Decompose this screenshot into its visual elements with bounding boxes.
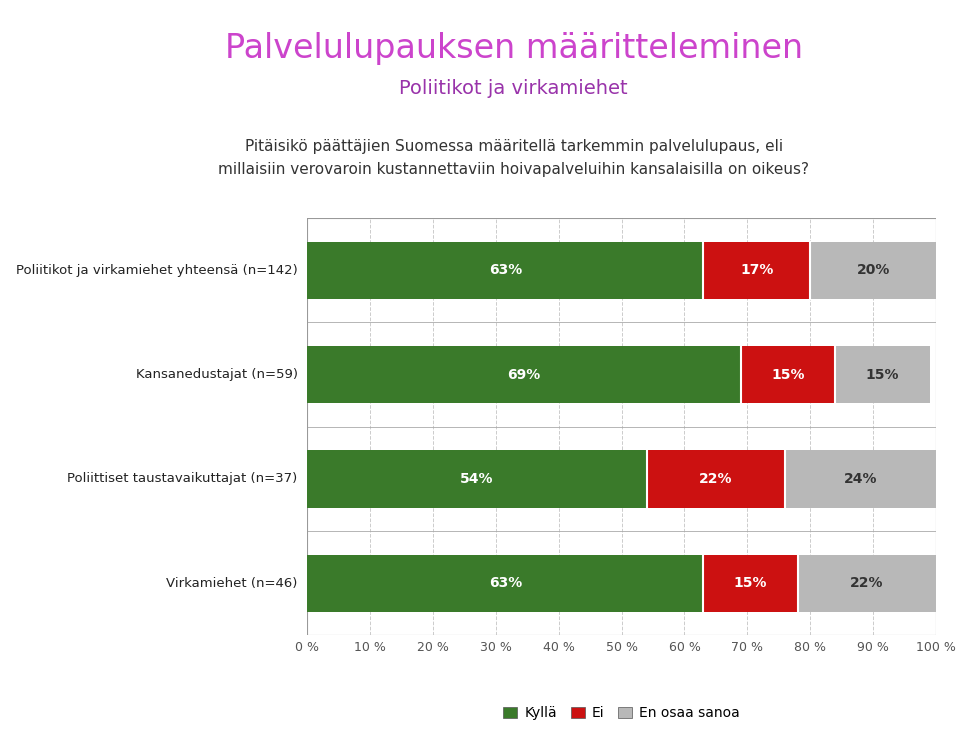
Text: 69%: 69%	[508, 368, 540, 381]
Text: 24%: 24%	[844, 472, 877, 486]
Bar	[307, 346, 741, 403]
Bar	[704, 241, 810, 299]
Bar	[741, 346, 835, 403]
Text: 17%: 17%	[740, 263, 774, 277]
Text: Kansanedustajat (n=59): Kansanedustajat (n=59)	[135, 368, 298, 381]
Text: 15%: 15%	[733, 576, 767, 590]
Text: aularesearch: aularesearch	[18, 481, 36, 602]
Bar	[704, 554, 798, 612]
Bar	[647, 450, 785, 508]
Text: Pitäisikö päättäjien Suomessa määritellä tarkemmin palvelulupaus, eli
millaisiin: Pitäisikö päättäjien Suomessa määritellä…	[218, 138, 809, 177]
Text: 15%: 15%	[772, 368, 805, 381]
Bar	[798, 554, 936, 612]
Text: Poliitikot ja virkamiehet: Poliitikot ja virkamiehet	[399, 79, 628, 99]
Bar	[307, 241, 704, 299]
Bar	[835, 346, 929, 403]
Text: 15%: 15%	[866, 368, 900, 381]
Bar	[810, 241, 936, 299]
Text: 22%: 22%	[699, 472, 732, 486]
Legend: Kyllä, Ei, En osaa sanoa: Kyllä, Ei, En osaa sanoa	[503, 706, 740, 720]
Text: 54%: 54%	[460, 472, 493, 486]
Bar	[307, 450, 647, 508]
Text: Palvelulupauksen määritteleminen: Palvelulupauksen määritteleminen	[225, 32, 803, 65]
Text: Poliittiset taustavaikuttajat (n=37): Poliittiset taustavaikuttajat (n=37)	[67, 472, 298, 486]
Text: 20%: 20%	[856, 263, 890, 277]
Bar	[307, 554, 704, 612]
Text: 22%: 22%	[851, 576, 883, 590]
Text: 63%: 63%	[489, 263, 522, 277]
Text: Virkamiehet (n=46): Virkamiehet (n=46)	[166, 577, 298, 590]
Text: 63%: 63%	[489, 576, 522, 590]
Bar	[785, 450, 936, 508]
Text: Poliitikot ja virkamiehet yhteensä (n=142): Poliitikot ja virkamiehet yhteensä (n=14…	[16, 264, 298, 277]
